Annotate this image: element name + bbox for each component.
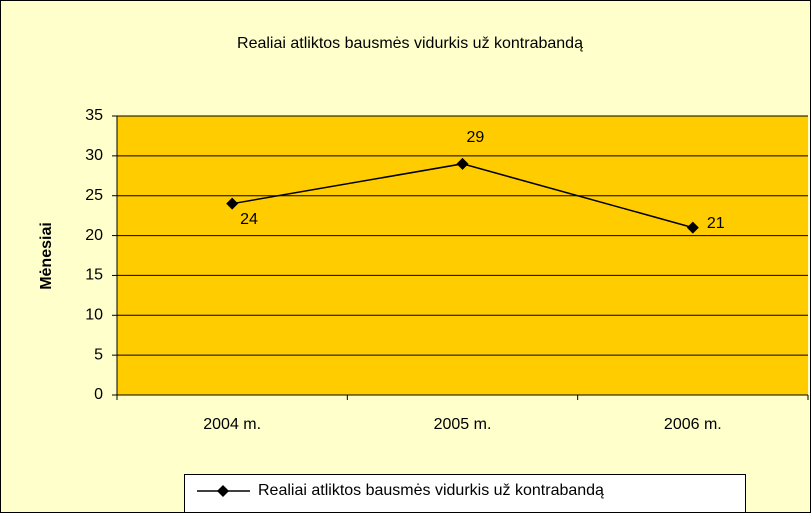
- y-tick-label: 5: [94, 346, 103, 363]
- data-label: 24: [240, 211, 258, 228]
- data-label: 21: [707, 215, 725, 232]
- y-tick-label: 20: [85, 227, 103, 244]
- y-axis-label: Mėnesiai: [38, 222, 55, 290]
- data-label: 29: [467, 129, 485, 146]
- x-tick-label: 2006 m.: [664, 416, 722, 433]
- y-tick-label: 25: [85, 187, 103, 204]
- y-tick-label: 10: [85, 307, 103, 324]
- y-tick-label: 15: [85, 267, 103, 284]
- y-tick-label: 30: [85, 147, 103, 164]
- legend-box: [184, 474, 746, 513]
- marker: [686, 221, 699, 234]
- chart-title: Realiai atliktos bausmės vidurkis už kon…: [237, 35, 583, 52]
- legend-label: Realiai atliktos bausmės vidurkis už kon…: [258, 482, 604, 499]
- y-tick-label: 0: [94, 386, 103, 403]
- y-tick-label: 35: [85, 107, 103, 124]
- x-tick-label: 2004 m.: [203, 416, 261, 433]
- legend-marker: [217, 485, 229, 497]
- marker: [456, 157, 469, 170]
- x-tick-label: 2005 m.: [434, 416, 492, 433]
- marker: [226, 197, 239, 210]
